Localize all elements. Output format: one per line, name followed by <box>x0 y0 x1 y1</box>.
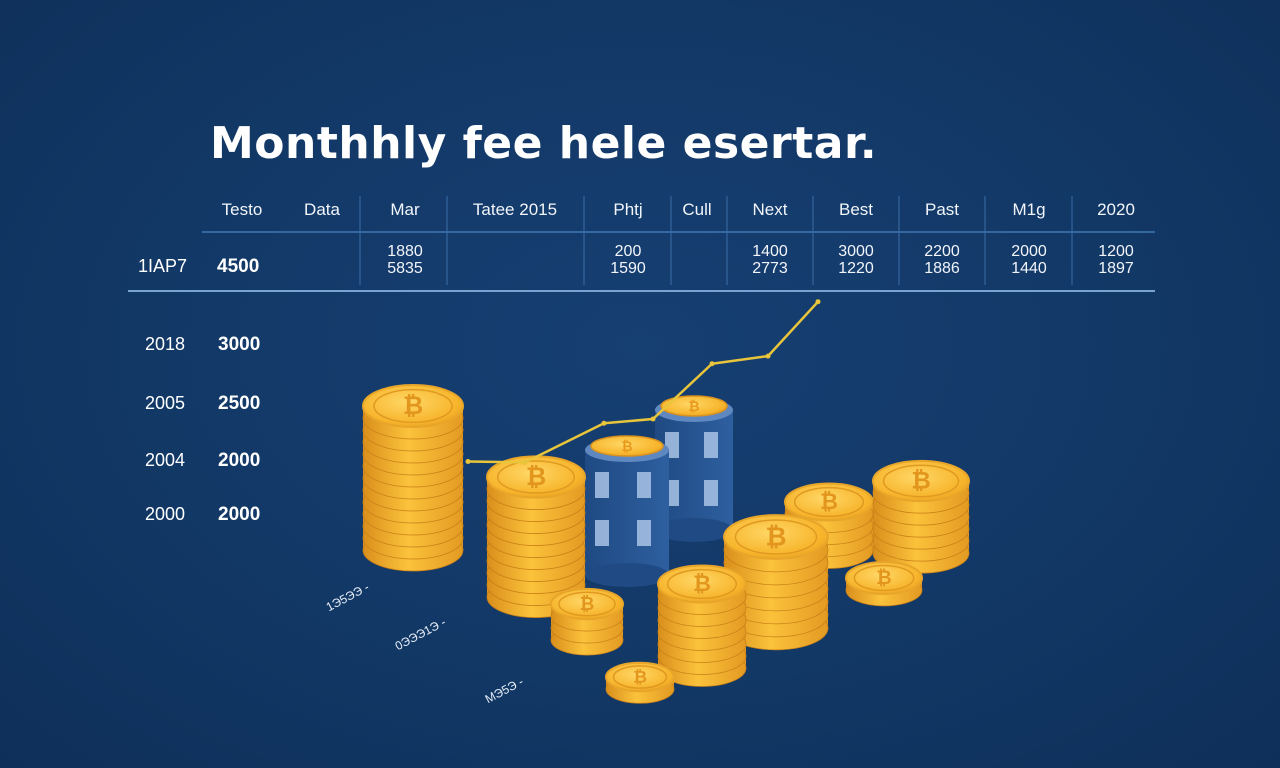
svg-text:₿: ₿ <box>693 572 711 597</box>
chart-title: Monthhly fee hele esertar. <box>210 118 878 169</box>
table-cell-line2: 1220 <box>838 260 874 277</box>
trend-point <box>650 416 656 422</box>
table-cell-line1: 2200 <box>924 243 960 260</box>
svg-text:₿: ₿ <box>688 399 699 415</box>
table-header-cell: Data <box>304 200 340 219</box>
svg-text:₿: ₿ <box>765 522 786 552</box>
table-cell-line1: 3000 <box>838 243 874 260</box>
table-header-cell: Testo <box>221 200 263 219</box>
coin-stack: ₿ <box>550 587 624 656</box>
row-value: 2000 <box>218 504 261 525</box>
trend-line-layer <box>465 299 821 465</box>
row-value: 3000 <box>218 334 261 355</box>
table-cell: 2200 1886 <box>924 243 960 277</box>
table-header-cell: Next <box>752 200 788 219</box>
trend-point <box>465 459 471 464</box>
table-cell-line1: 1400 <box>752 243 788 260</box>
building: ₿ <box>585 435 669 587</box>
row-label: 2018 <box>145 334 186 354</box>
coin-stack: ₿ <box>723 514 829 651</box>
row-label: 2005 <box>145 393 186 413</box>
svg-text:₿: ₿ <box>580 594 595 615</box>
table-cell-line1: 1880 <box>387 243 423 260</box>
svg-text:₿: ₿ <box>403 391 423 420</box>
table-header-cell: Mar <box>390 200 420 219</box>
coin-stacks: ₿₿₿₿₿₿₿₿₿ <box>362 384 970 704</box>
table-cell: 1880 5835 <box>387 243 423 277</box>
trend-point <box>765 353 771 359</box>
trend-point <box>815 299 821 305</box>
row-value: 2500 <box>218 393 261 414</box>
table-header-cell: Cull <box>682 200 712 219</box>
table-cell-line1: 1200 <box>1098 243 1134 260</box>
table-header-cell: Tatee 2015 <box>472 200 558 219</box>
table-cell-line1: 2000 <box>1011 243 1047 260</box>
coin-stack: ₿ <box>605 661 675 704</box>
table-cell-line2: 1897 <box>1098 260 1134 277</box>
table-header-cell: Past <box>924 200 960 219</box>
svg-text:₿: ₿ <box>876 567 891 589</box>
table-header-cell: M1g <box>1012 200 1046 219</box>
table-header-cell: Phtj <box>613 200 643 219</box>
trend-point <box>601 420 607 426</box>
table-cell-line2: 2773 <box>752 260 788 277</box>
building-group: ₿₿ <box>585 395 733 587</box>
row-label: 2004 <box>145 450 186 470</box>
coin-stack: ₿ <box>362 384 464 572</box>
table-cell: 200 1590 <box>610 243 646 277</box>
svg-text:₿: ₿ <box>621 439 632 455</box>
coin-stack: ₿ <box>845 561 923 607</box>
table-cell-line1: 200 <box>614 243 642 260</box>
table-column-dividers <box>359 196 1073 285</box>
table-cell: 2000 1440 <box>1011 243 1047 277</box>
table-cell: 1200 1897 <box>1098 243 1134 277</box>
coin-stack: ₿ <box>872 459 970 574</box>
row-label: 2000 <box>145 504 186 524</box>
svg-text:₿: ₿ <box>820 490 838 515</box>
coin-stack: ₿ <box>657 564 747 687</box>
trend-point <box>522 459 528 465</box>
first-row-label: 1IAP7 <box>138 256 188 276</box>
table-header-cell: 2020 <box>1097 200 1135 219</box>
table-cell: 3000 1220 <box>838 243 874 277</box>
table-header-cell: Best <box>838 200 874 219</box>
trend-point <box>709 361 715 367</box>
svg-text:₿: ₿ <box>633 667 647 687</box>
table-cell-line2: 1590 <box>610 260 646 277</box>
table-cell-line2: 1440 <box>1011 260 1047 277</box>
table-cell-line2: 1886 <box>924 260 960 277</box>
row-value: 2000 <box>218 450 261 471</box>
first-row-value: 4500 <box>217 256 260 277</box>
table-cell-line2: 5835 <box>387 260 423 277</box>
table-cell: 1400 2773 <box>752 243 788 277</box>
coin-stack: ₿ <box>486 455 586 618</box>
svg-text:₿: ₿ <box>526 462 546 491</box>
svg-text:₿: ₿ <box>911 467 931 495</box>
